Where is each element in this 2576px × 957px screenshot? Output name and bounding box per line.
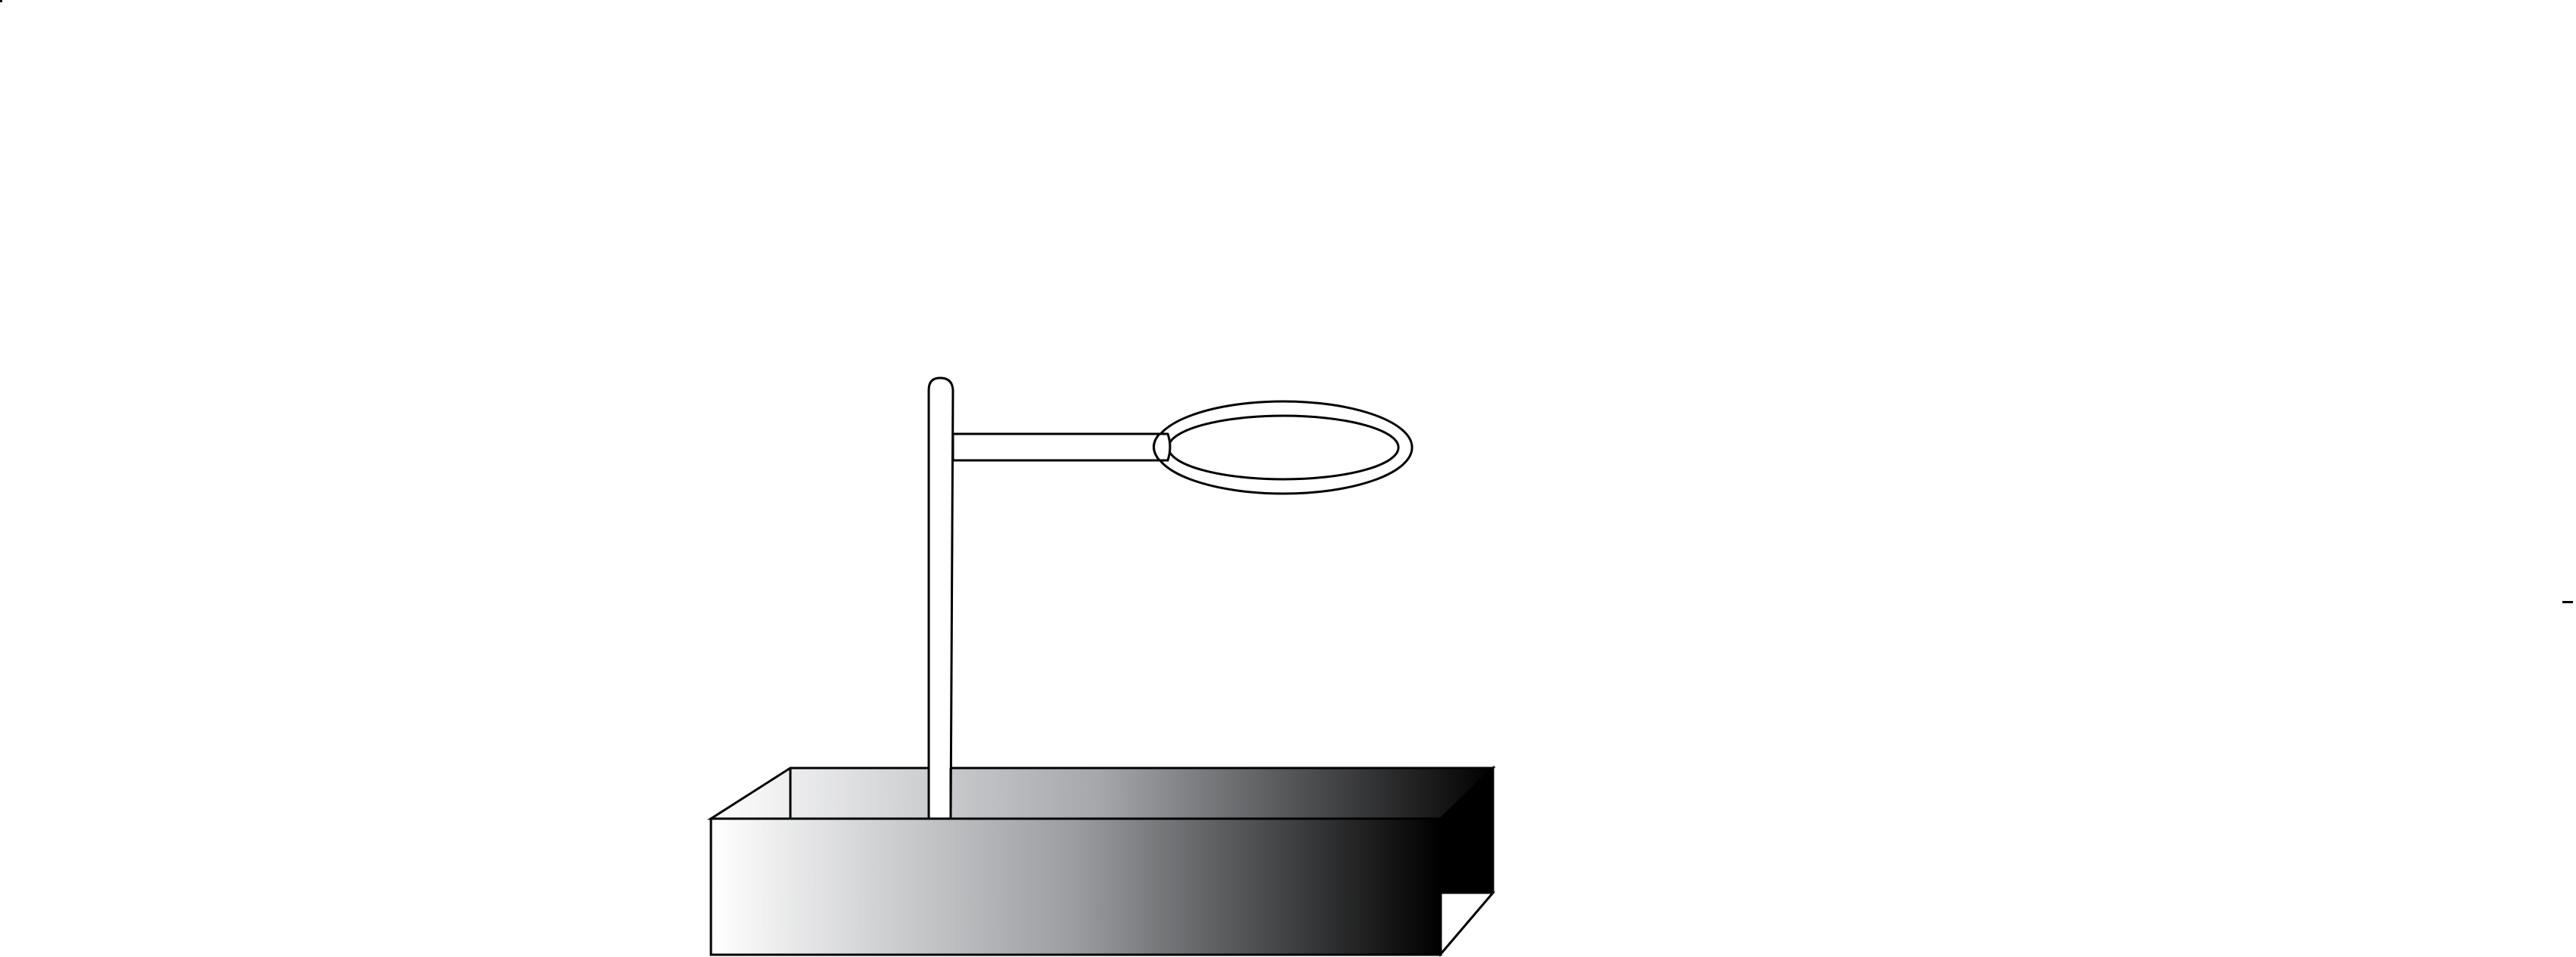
ring-clamp-collar	[1153, 432, 1172, 462]
stray-dot	[0, 0, 2, 2]
ring-stand-base-top	[706, 767, 1496, 820]
ring-stand-rod	[927, 376, 954, 820]
ring-clamp-arm	[951, 432, 1168, 462]
base-side-gap	[1439, 891, 1496, 957]
support-ring-inner	[1167, 414, 1400, 481]
ring-stand-base-front	[709, 817, 1442, 956]
stray-dash	[2562, 601, 2573, 603]
